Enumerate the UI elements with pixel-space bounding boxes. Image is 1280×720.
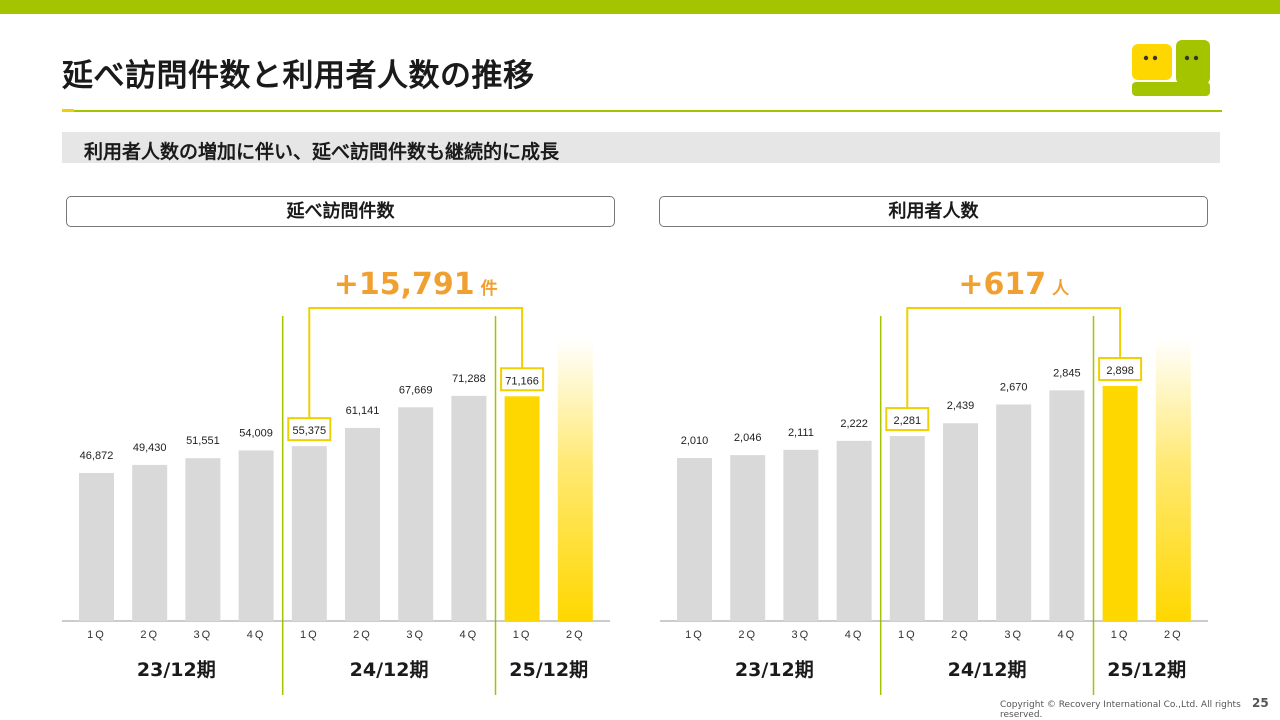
users-tick-label: 3Q [1004,629,1023,641]
visits-tick-label: 2Q [353,629,372,641]
visits-delta-value: +15,791 [334,267,475,302]
visits-tick-label: 2Q [140,629,159,641]
users-period-label: 24/12期 [948,659,1027,681]
visits-bar-forecast [557,338,593,621]
users-highlight-box [1098,357,1143,382]
visits-highlight-box [287,417,332,442]
visits-value-label: 67,669 [399,384,433,396]
visits-chart-title: 延べ訪問件数 [66,196,615,227]
visits-value-label: 55,375 [292,425,326,437]
visits-bar [345,427,380,621]
users-value-label: 2,670 [1000,382,1028,394]
users-bar-chart: 2,010 1Q 2,046 2Q 2,111 3Q 2,222 4Q 2,281 1Q 2,439… [660,267,1208,695]
users-bar [996,404,1032,621]
visits-tick-label: 2Q [566,629,585,641]
users-tick-label: 2Q [738,629,757,641]
visits-bar [291,446,327,621]
visits-tick-label: 3Q [194,629,213,641]
visits-bar [185,458,221,621]
subtitle-band [62,132,1220,163]
visits-period-label: 25/12期 [509,659,588,681]
visits-value-label: 51,551 [186,435,220,447]
users-tick-label: 1Q [898,629,917,641]
page-title: 延べ訪問件数と利用者人数の推移 [62,58,535,94]
top-accent-bar [0,0,1280,14]
users-bar-forecast [1155,338,1191,621]
visits-bar [238,450,274,621]
visits-bar [79,472,114,621]
users-bar [1102,386,1138,621]
page-number: 25 [1252,696,1269,710]
visits-bar [451,395,487,621]
users-value-label: 2,222 [840,418,868,430]
copyright-notice: Copyright © Recovery International Co.,L… [1000,700,1241,720]
users-bar [783,449,819,621]
visits-value-label: 71,288 [452,373,486,385]
visits-tick-label: 4Q [460,629,479,641]
company-logo [1132,40,1210,96]
visits-delta-unit: 件 [481,278,498,299]
visits-tick-label: 3Q [406,629,425,641]
users-delta-value: +617 [958,267,1046,302]
users-delta-label: +617 人 [958,267,1070,302]
users-value-label: 2,439 [947,400,975,412]
visits-bar [398,407,434,621]
users-value-label: 2,898 [1106,365,1134,377]
visits-value-label: 46,872 [80,450,114,462]
title-divider [62,110,1222,112]
users-tick-label: 1Q [685,629,704,641]
visits-tick-label: 1Q [87,629,106,641]
users-bar [677,458,712,621]
visits-tick-label: 4Q [247,629,266,641]
users-tick-label: 4Q [845,629,864,641]
visits-value-label: 54,009 [239,427,273,439]
visits-delta-bracket [308,307,524,419]
visits-value-label: 61,141 [346,405,380,417]
users-value-label: 2,845 [1053,367,1081,379]
page-subtitle: 利用者人数の増加に伴い、延べ訪問件数も継続的に成長 [84,141,560,163]
visits-bar [504,396,540,621]
users-tick-label: 2Q [951,629,970,641]
visits-bar-chart: 46,872 1Q 49,430 2Q 51,551 3Q 54,009 4Q 55,375 1Q… [62,267,610,695]
users-tick-label: 4Q [1058,629,1077,641]
visits-tick-label: 1Q [300,629,319,641]
users-bar [730,455,766,621]
title-divider-accent [62,109,74,112]
users-value-label: 2,281 [894,415,922,427]
visits-value-label: 49,430 [133,442,167,454]
users-value-label: 2,010 [681,435,709,447]
users-bar [836,440,872,621]
users-chart-title: 利用者人数 [659,196,1208,227]
users-bar [1049,390,1085,621]
users-period-label: 25/12期 [1107,659,1186,681]
visits-delta-label: +15,791 件 [334,267,498,302]
users-delta-unit: 人 [1052,279,1070,299]
users-bar [889,436,925,621]
visits-period-label: 23/12期 [137,659,216,681]
visits-bar [132,464,168,621]
visits-value-label: 71,166 [505,375,539,387]
visits-tick-label: 1Q [513,629,532,641]
users-delta-bracket [906,307,1122,409]
users-value-label: 2,111 [788,427,814,439]
users-tick-label: 2Q [1164,629,1183,641]
visits-period-label: 24/12期 [350,659,429,681]
users-period-label: 23/12期 [735,659,814,681]
users-bar [943,423,978,621]
users-tick-label: 3Q [792,629,811,641]
users-value-label: 2,046 [734,432,762,444]
users-tick-label: 1Q [1111,629,1130,641]
